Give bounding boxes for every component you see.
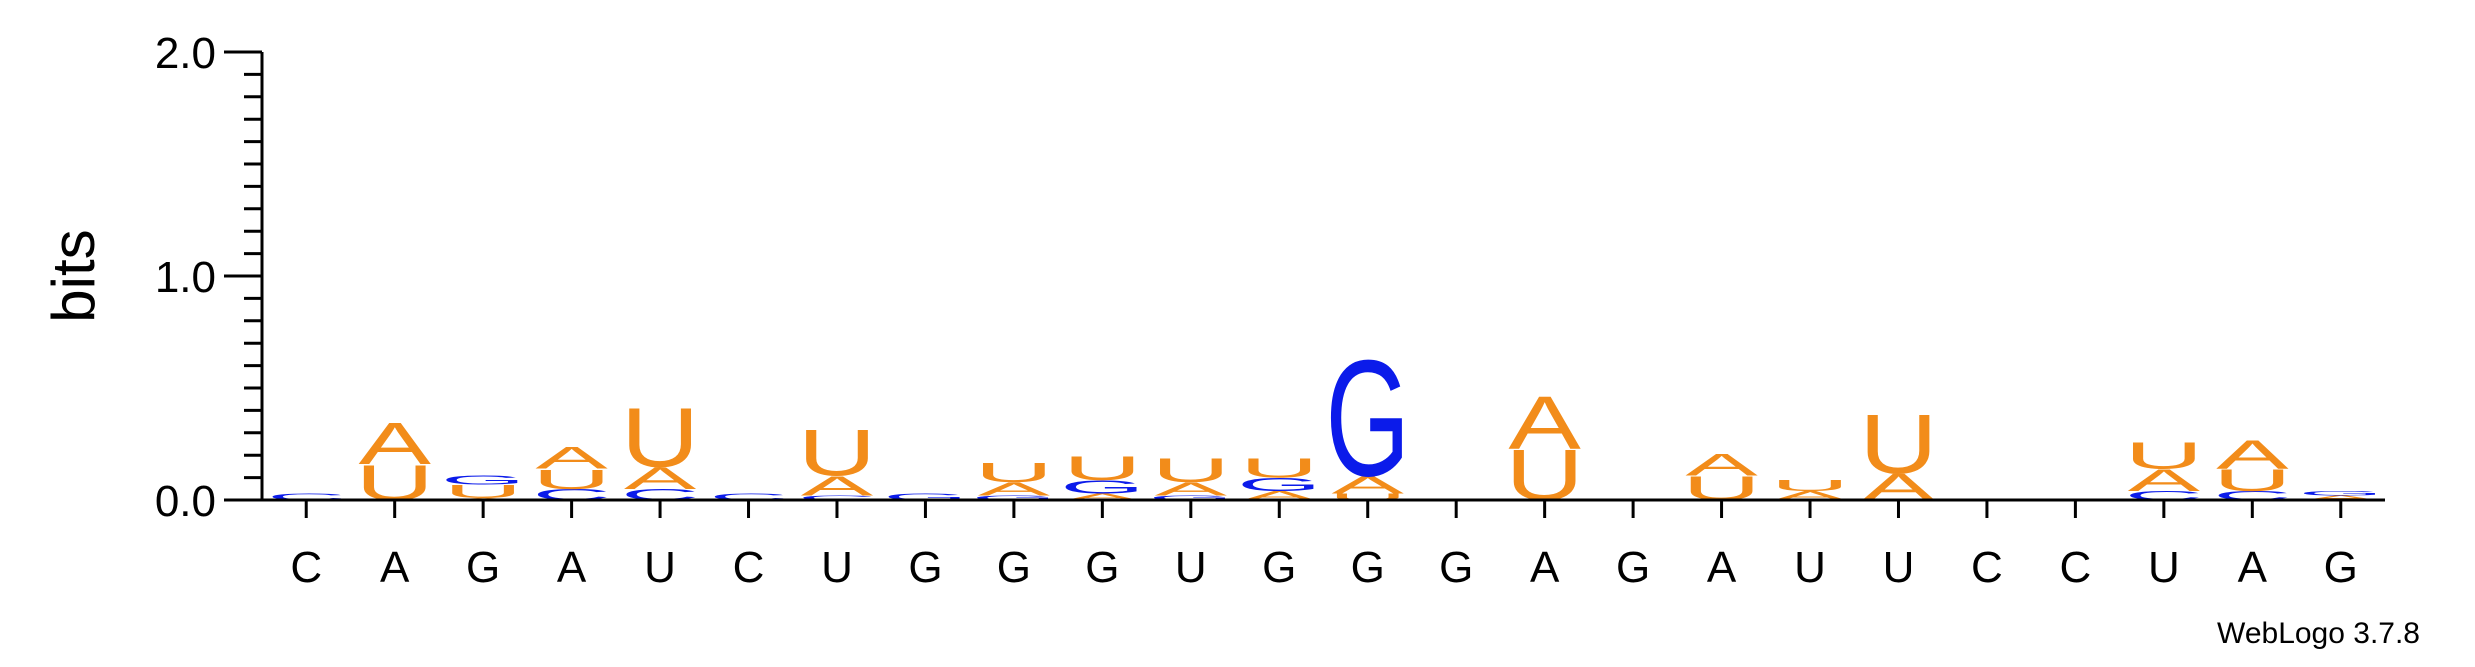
logo-letter-a: A — [2305, 494, 2378, 501]
logo-letter-u: U — [1771, 477, 1849, 494]
logo-letter-u: U — [2213, 463, 2291, 498]
x-tick-label: C — [733, 543, 765, 592]
logo-letter-g: G — [1325, 325, 1410, 511]
logo-letter-g: G — [441, 473, 526, 487]
logo-letter-u: U — [1240, 452, 1318, 484]
logo-letter-u: U — [1152, 451, 1230, 489]
logo-letter-a: A — [535, 440, 608, 475]
x-tick-label: A — [2238, 543, 2268, 592]
logo-letter-u: U — [2125, 435, 2203, 477]
logo-letter-a: A — [1331, 471, 1404, 499]
axes — [260, 52, 2385, 502]
x-tick-label: U — [1883, 543, 1915, 592]
x-tick-label: A — [1530, 543, 1560, 592]
x-tick-label: G — [1351, 543, 1385, 592]
logo-letter-u: U — [621, 390, 699, 485]
logo-letter-u: U — [1328, 492, 1406, 502]
logo-letter-a: A — [624, 461, 697, 496]
logo-letter-c: C — [798, 494, 876, 501]
x-tick-label: U — [821, 543, 853, 592]
logo-letter-a: A — [1508, 380, 1581, 464]
logo-letter-u: U — [532, 463, 610, 495]
logo-letter-a: A — [1685, 447, 1758, 482]
logo-letter-u: U — [798, 417, 876, 490]
x-tick-label: A — [380, 543, 410, 592]
x-tick-label: G — [1616, 543, 1650, 592]
logo-letter-g: G — [883, 492, 968, 502]
logo-letter-a: A — [801, 470, 874, 502]
logo-letter-a: A — [978, 478, 1050, 499]
logo-letter-u: U — [975, 457, 1053, 489]
logo-letter-a: A — [358, 411, 431, 478]
logo-letter-g: G — [1149, 494, 1234, 501]
x-tick-label: C — [290, 543, 322, 592]
logo-letter-c: C — [709, 492, 787, 502]
logo-letter-g: G — [1237, 474, 1322, 495]
x-tick-label: U — [1794, 543, 1826, 592]
logo-letter-a: A — [1155, 478, 1227, 499]
x-tick-label: A — [557, 543, 587, 592]
y-tick-label: 0.0 — [155, 477, 216, 526]
logo-letter-a: A — [1066, 492, 1139, 502]
letter-stacks: CUAAUGCUACAUCCAUGGAUAGUGAUAGUUAGUAUAAUAU… — [267, 325, 2383, 515]
x-tick-label: G — [997, 543, 1031, 592]
logo-letter-a: A — [2216, 432, 2289, 477]
weblogo-credit: WebLogo 3.7.8 — [2217, 617, 2420, 650]
y-tick-label: 1.0 — [155, 253, 216, 302]
y-axis-label: bits — [40, 229, 107, 322]
x-tick-label: G — [2324, 543, 2358, 592]
logo-letter-u: U — [1859, 397, 1937, 492]
x-tick-label: A — [1707, 543, 1737, 592]
y-ticks: 0.0 1.0 2.0 — [155, 29, 262, 526]
x-tick-label: C — [1971, 543, 2003, 592]
logo-letter-u: U — [1063, 449, 1141, 487]
x-tick-label: G — [908, 543, 942, 592]
logo-letter-g: G — [972, 494, 1057, 501]
logo-letter-u: U — [444, 481, 522, 502]
x-tick-label: G — [1262, 543, 1296, 592]
x-tick-label: G — [466, 543, 500, 592]
x-tick-label: G — [1439, 543, 1473, 592]
x-tick-label: G — [1085, 543, 1119, 592]
logo-letter-c: C — [267, 492, 345, 502]
y-tick-label: 2.0 — [155, 29, 216, 78]
logo-letter-g: G — [1060, 476, 1145, 497]
logo-letter-g: G — [2299, 490, 2384, 497]
x-tick-label: C — [2060, 543, 2092, 592]
x-tick-label: U — [2148, 543, 2180, 592]
x-tick-label: U — [1175, 543, 1207, 592]
x-tick-label: U — [644, 543, 676, 592]
logo-letter-a: A — [2128, 463, 2201, 498]
